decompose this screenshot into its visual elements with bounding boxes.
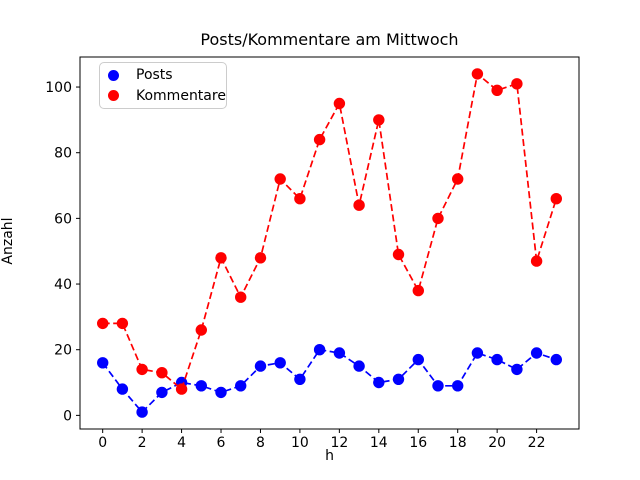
legend-entry-posts: Posts	[100, 65, 226, 85]
series-kommentare-point	[333, 97, 346, 110]
series-kommentare-point	[274, 173, 286, 185]
posts-legend-label: Posts	[136, 67, 173, 84]
series-posts-line	[102, 348, 557, 414]
series-kommentare-point	[254, 252, 267, 264]
series-kommentare-point	[452, 173, 464, 185]
series-kommentare-point	[235, 291, 247, 303]
series-kommentare-point	[195, 324, 207, 336]
series-posts-point	[136, 406, 148, 418]
series-posts-point	[215, 386, 227, 399]
series-posts-point	[373, 376, 385, 389]
series-posts-point	[254, 360, 267, 372]
x-tick-label: 4	[177, 435, 186, 451]
series-posts-point	[333, 347, 346, 359]
kommentare-legend-marker-icon	[108, 90, 119, 102]
series-posts-point	[471, 347, 484, 359]
series-posts-point	[313, 344, 326, 356]
series-kommentare-point	[215, 252, 227, 264]
y-tick-label: 60	[54, 211, 72, 227]
x-tick-label: 14	[370, 435, 388, 451]
x-axis-label: h	[325, 448, 334, 464]
series-kommentare-point	[511, 78, 523, 90]
series-posts-point	[97, 357, 109, 369]
series-kommentare-point	[353, 199, 365, 211]
series-posts-point	[235, 380, 247, 392]
series-posts-point	[392, 373, 405, 385]
series-kommentare-point	[175, 383, 188, 395]
series-posts-point	[412, 353, 424, 366]
series-posts-point	[195, 380, 207, 392]
series-posts-point	[294, 373, 306, 385]
series-posts-point	[511, 363, 523, 376]
x-tick-label: 2	[138, 435, 147, 451]
y-tick-label: 80	[54, 146, 72, 162]
series-kommentare-point	[530, 255, 543, 267]
x-tick-label: 8	[256, 435, 265, 451]
series-posts-point	[550, 353, 562, 366]
plot-border	[79, 56, 580, 430]
series-posts-point	[116, 383, 129, 395]
series-kommentare-point	[313, 133, 326, 146]
series-kommentare-point	[116, 317, 129, 330]
x-tick-label: 16	[409, 435, 427, 451]
series-kommentare-point	[471, 68, 484, 80]
x-tick-label: 0	[98, 435, 107, 451]
series-kommentare-point	[412, 284, 424, 297]
series-kommentare-point	[491, 84, 503, 97]
kommentare-legend-label: Kommentare	[136, 87, 226, 104]
series-posts-point	[432, 380, 444, 392]
series-kommentare-point	[156, 367, 168, 379]
series-posts-point	[530, 347, 543, 359]
series-kommentare-point	[136, 363, 148, 376]
series-kommentare-point	[97, 317, 109, 330]
x-tick-label: 10	[291, 435, 309, 451]
x-tick-label: 18	[449, 435, 467, 451]
series-posts-point	[491, 353, 503, 366]
y-tick-label: 0	[63, 408, 72, 424]
legend: Posts Kommentare	[99, 62, 227, 109]
posts-legend-marker-icon	[108, 69, 119, 81]
series-kommentare-point	[294, 193, 306, 205]
y-tick-label: 20	[54, 343, 72, 359]
series-kommentare-line	[102, 72, 558, 391]
series-kommentare-point	[432, 212, 444, 225]
legend-entry-kommentare: Kommentare	[100, 86, 226, 106]
y-tick-label: 100	[45, 80, 72, 96]
x-tick-label: 6	[217, 435, 226, 451]
y-axis-label: Anzahl	[0, 217, 16, 265]
series-kommentare-point	[373, 114, 385, 126]
x-tick-label: 12	[330, 435, 348, 451]
series-posts-point	[353, 360, 365, 372]
series-kommentare-point	[550, 193, 562, 205]
series-posts-point	[452, 380, 464, 392]
series-kommentare-point	[392, 248, 405, 261]
chart-title: Posts/Kommentare am Mittwoch	[200, 30, 459, 49]
y-tick-label: 40	[54, 277, 72, 293]
x-tick-label: 22	[528, 435, 546, 451]
series-posts-point	[156, 386, 168, 399]
series-posts-point	[274, 357, 286, 369]
x-tick-label: 20	[488, 435, 506, 451]
